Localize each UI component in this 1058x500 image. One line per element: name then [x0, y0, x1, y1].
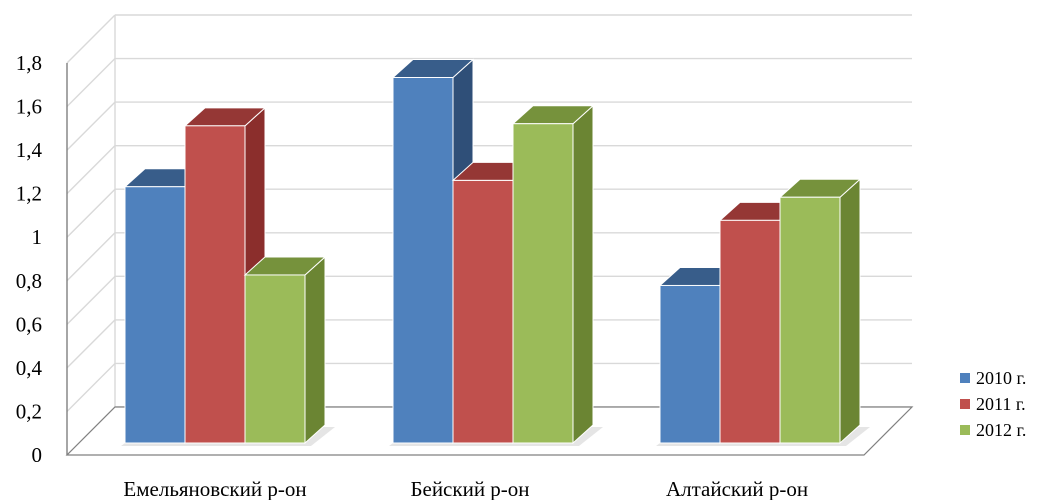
bar: [512, 123, 574, 444]
legend-item: 2011 г.: [960, 394, 1058, 414]
bar: [779, 196, 841, 444]
bar: [659, 284, 721, 444]
x-tick-label: Алтайский р-он: [666, 477, 808, 500]
legend-swatch: [960, 425, 970, 435]
y-tick-label: 0,4: [16, 356, 43, 380]
gridline-side: [66, 319, 116, 369]
bar: [392, 77, 454, 444]
gridline-side: [66, 275, 116, 325]
x-tick-label: Бейский р-он: [410, 477, 529, 500]
legend-label: 2012 г.: [976, 419, 1027, 440]
legend-item: 2012 г.: [960, 420, 1058, 440]
legend-label: 2010 г.: [976, 367, 1027, 388]
bar-side: [839, 178, 861, 445]
gridline-side: [66, 101, 116, 151]
y-tick-label: 1,8: [16, 51, 42, 75]
gridline-side: [66, 362, 116, 412]
legend-swatch: [960, 399, 970, 409]
y-tick-label: 1: [32, 225, 43, 249]
legend: 2010 г. 2011 г. 2012 г.: [960, 368, 1058, 446]
y-tick-label: 1,4: [16, 138, 43, 162]
y-tick-label: 0,2: [16, 399, 42, 423]
gridline-side: [66, 14, 116, 64]
y-tick-label: 0: [32, 443, 43, 467]
y-tick-label: 1,6: [16, 95, 42, 119]
bar-side: [304, 255, 326, 445]
legend-swatch: [960, 373, 970, 383]
gridline-side: [66, 232, 116, 282]
bar-side: [572, 104, 594, 445]
gridline-side: [66, 58, 116, 108]
legend-item: 2010 г.: [960, 368, 1058, 388]
bar: [184, 125, 246, 444]
legend-label: 2011 г.: [976, 393, 1026, 414]
gridline-side: [66, 188, 116, 238]
x-tick-label: Емельяновский р-он: [123, 477, 306, 500]
y-tick-label: 0,8: [16, 269, 42, 293]
gridline-side: [66, 145, 116, 195]
bar: [244, 274, 306, 444]
y-tick-label: 1,2: [16, 182, 42, 206]
bar: [719, 219, 781, 444]
bar: [452, 179, 514, 444]
bar: [124, 186, 186, 444]
y-tick-label: 0,6: [16, 312, 42, 336]
